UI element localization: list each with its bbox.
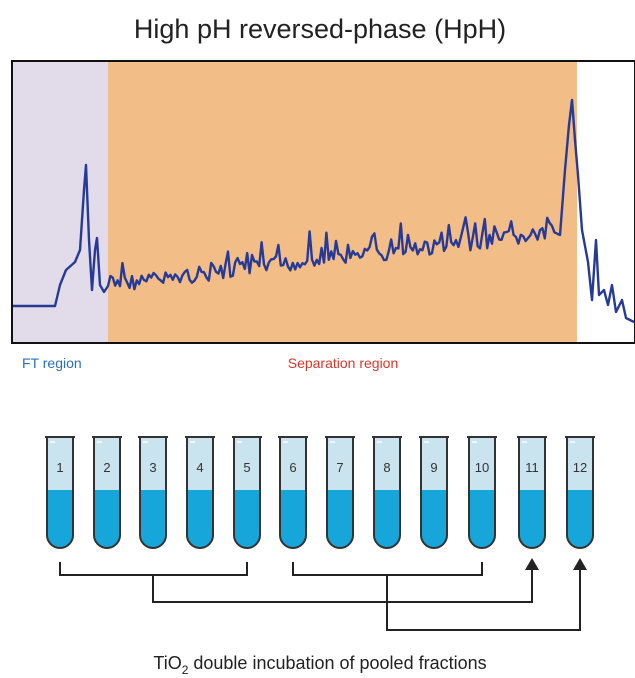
ft-region-label: FT region [22,355,82,371]
tube-label: 3 [149,460,156,475]
tube-label: 8 [383,460,390,475]
tube-label: 1 [56,460,63,475]
pool-bracket-2 [292,562,483,576]
tube-label: 5 [243,460,250,475]
tube-outline [326,437,354,549]
tube-liquid [94,490,120,548]
tube-label: 6 [289,460,296,475]
tube-outline [46,437,74,549]
tube-outline [186,437,214,549]
tube-outline [93,437,121,549]
tube-outline [373,437,401,549]
tube-liquid [140,490,166,548]
pooling-brackets [59,562,581,631]
tube-outline [279,437,307,549]
caption-rest: double incubation of pooled fractions [188,653,486,673]
caption-subscript: 2 [182,663,189,677]
tube-label: 12 [573,460,587,475]
ft-region-shade [12,61,108,343]
tube-label: 4 [196,460,203,475]
tube-label: 11 [525,460,539,475]
arrowheads [525,558,587,570]
tube-outline [566,437,594,549]
tube-rack: 1 2 3 4 5 6 7 8 9 10 11 12 [45,436,595,549]
pool-connector-1 [152,568,533,603]
tube-liquid [327,490,353,548]
tube-outline [233,437,261,549]
pool-bracket-1 [59,562,248,576]
tube-liquid [567,490,593,548]
separation-region-label: Separation region [288,355,399,371]
tube-outline [139,437,167,549]
separation-region-shade [108,61,577,343]
tube-outline [420,437,448,549]
chromatogram-trace [12,98,635,324]
caption: TiO2 double incubation of pooled fractio… [153,653,486,677]
tube-liquid [234,490,260,548]
tube-outline [468,437,496,549]
title: High pH reversed-phase (HpH) [134,14,506,44]
pool-connector-2 [386,568,581,631]
chart-frame [11,60,635,344]
tube-label: 10 [475,460,489,475]
tube-liquid [280,490,306,548]
tube-liquid [421,490,447,548]
tube-liquid [374,490,400,548]
tube-liquid [187,490,213,548]
tube-outline [518,437,546,549]
tube-label: 7 [336,460,343,475]
tube-liquid [47,490,73,548]
tube-label: 2 [103,460,110,475]
tube-liquid [519,490,545,548]
tube-label: 9 [430,460,437,475]
caption-prefix: TiO [153,653,181,673]
tube-liquid [469,490,495,548]
